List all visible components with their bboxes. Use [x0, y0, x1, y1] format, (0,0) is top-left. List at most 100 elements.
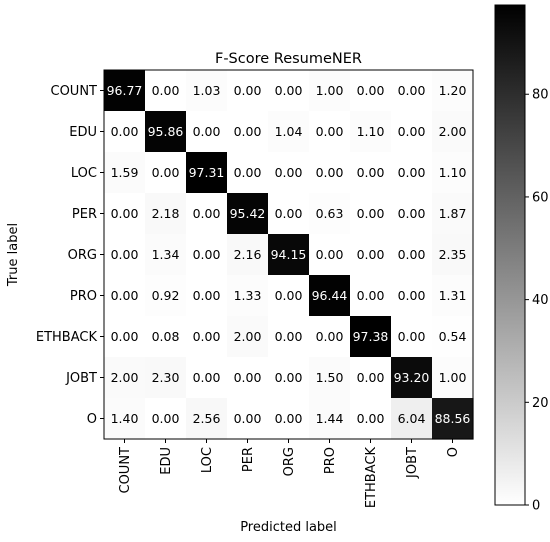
- heatmap-cell-labels: 96.77 0.00 1.03 0.00 0.00 1.00 0.00 0.00 1.20 0.0…: [107, 83, 471, 426]
- heatmap-cell: [227, 398, 269, 440]
- heatmap-cell: [350, 234, 392, 276]
- heatmap-cell: [145, 316, 187, 358]
- cell-value-label: 1.33: [234, 288, 262, 303]
- heatmap-cell: [309, 398, 351, 440]
- cell-value-label: 1.44: [316, 411, 344, 426]
- y-tick-label: PRO: [70, 289, 97, 304]
- heatmap-cell: [432, 398, 474, 440]
- heatmap-cell: [186, 316, 228, 358]
- heatmap-cell: [309, 70, 351, 112]
- heatmap-cell: [227, 234, 269, 276]
- cell-value-label: 0.00: [398, 165, 426, 180]
- heatmap-cell: [432, 316, 474, 358]
- y-tick-label: JOBT: [65, 371, 97, 386]
- heatmap-cell: [309, 316, 351, 358]
- heatmap-cell: [145, 111, 187, 153]
- cell-value-label: 94.15: [271, 247, 307, 262]
- cell-value-label: 1.40: [111, 411, 139, 426]
- heatmap-cell: [186, 193, 228, 235]
- cell-value-label: 2.30: [152, 370, 180, 385]
- cell-value-label: 0.00: [398, 329, 426, 344]
- x-tick-label: PER: [241, 447, 256, 472]
- heatmap-cell: [391, 111, 433, 153]
- cell-value-label: 93.20: [394, 370, 430, 385]
- cell-value-label: 2.56: [193, 411, 221, 426]
- cell-value-label: 0.00: [152, 83, 180, 98]
- cell-value-label: 0.00: [357, 165, 385, 180]
- cell-value-label: 0.00: [234, 411, 262, 426]
- heatmap-cell: [391, 70, 433, 112]
- heatmap-cell: [309, 275, 351, 317]
- heatmap-cell: [227, 357, 269, 399]
- cell-value-label: 0.00: [111, 124, 139, 139]
- cell-value-label: 0.00: [193, 247, 221, 262]
- cell-value-label: 1.10: [357, 124, 385, 139]
- y-axis-label: True label: [6, 223, 21, 287]
- cell-value-label: 0.00: [316, 165, 344, 180]
- cell-value-label: 95.42: [230, 206, 266, 221]
- heatmap-cell: [309, 193, 351, 235]
- heatmap-cell: [104, 357, 146, 399]
- cell-value-label: 96.77: [107, 83, 143, 98]
- y-tick-label: COUNT: [51, 84, 98, 99]
- cell-value-label: 0.00: [316, 247, 344, 262]
- heatmap-cell: [227, 152, 269, 194]
- cell-value-label: 0.00: [357, 247, 385, 262]
- cell-value-label: 95.86: [148, 124, 184, 139]
- cell-value-label: 0.00: [193, 124, 221, 139]
- y-tick-label: O: [87, 412, 97, 427]
- cell-value-label: 0.00: [357, 411, 385, 426]
- cell-value-label: 0.00: [357, 370, 385, 385]
- x-tick-label: ORG: [282, 447, 297, 476]
- heatmap-cell: [104, 398, 146, 440]
- colorbar-tick-label: 0: [532, 499, 540, 514]
- heatmap-cell: [350, 111, 392, 153]
- cell-value-label: 2.18: [152, 206, 180, 221]
- heatmap-cell: [432, 193, 474, 235]
- heatmap-cell: [186, 70, 228, 112]
- cell-value-label: 1.31: [439, 288, 467, 303]
- colorbar-tick-label: 40: [532, 293, 549, 308]
- heatmap-cell: [350, 275, 392, 317]
- heatmap-cell: [104, 193, 146, 235]
- y-tick-label: PER: [72, 207, 97, 222]
- heatmap-cell: [268, 152, 310, 194]
- cell-value-label: 0.00: [398, 83, 426, 98]
- cell-value-label: 0.63: [316, 206, 344, 221]
- heatmap-cell: [227, 193, 269, 235]
- cell-value-label: 0.00: [234, 370, 262, 385]
- heatmap-cell: [432, 70, 474, 112]
- cell-value-label: 0.00: [234, 165, 262, 180]
- cell-value-label: 2.16: [234, 247, 262, 262]
- cell-value-label: 1.20: [439, 83, 467, 98]
- cell-value-label: 1.00: [439, 370, 467, 385]
- heatmap-cell: [145, 70, 187, 112]
- heatmap-cell: [391, 316, 433, 358]
- heatmap-cell: [145, 398, 187, 440]
- heatmap-cell: [309, 152, 351, 194]
- x-tick-label: COUNT: [118, 447, 133, 494]
- cell-value-label: 0.00: [316, 124, 344, 139]
- heatmap-cell: [391, 152, 433, 194]
- cell-value-label: 0.00: [193, 206, 221, 221]
- x-tick-label: PRO: [323, 447, 338, 474]
- x-tick-label: JOBT: [405, 447, 420, 479]
- heatmap-cell: [186, 111, 228, 153]
- heatmap-cell: [145, 357, 187, 399]
- heatmap-cell: [145, 193, 187, 235]
- heatmap-cell: [350, 316, 392, 358]
- cell-value-label: 0.00: [275, 206, 303, 221]
- y-tick-label: EDU: [69, 125, 97, 140]
- cell-value-label: 0.08: [152, 329, 180, 344]
- cell-value-label: 0.00: [398, 247, 426, 262]
- heatmap-cell: [350, 398, 392, 440]
- chart-title: F-Score ResumeNER: [215, 51, 362, 67]
- heatmap-cell: [268, 357, 310, 399]
- cell-value-label: 0.00: [193, 329, 221, 344]
- cell-value-label: 0.00: [152, 411, 180, 426]
- heatmap-cell: [227, 70, 269, 112]
- cell-value-label: 0.00: [111, 329, 139, 344]
- cell-value-label: 0.00: [234, 83, 262, 98]
